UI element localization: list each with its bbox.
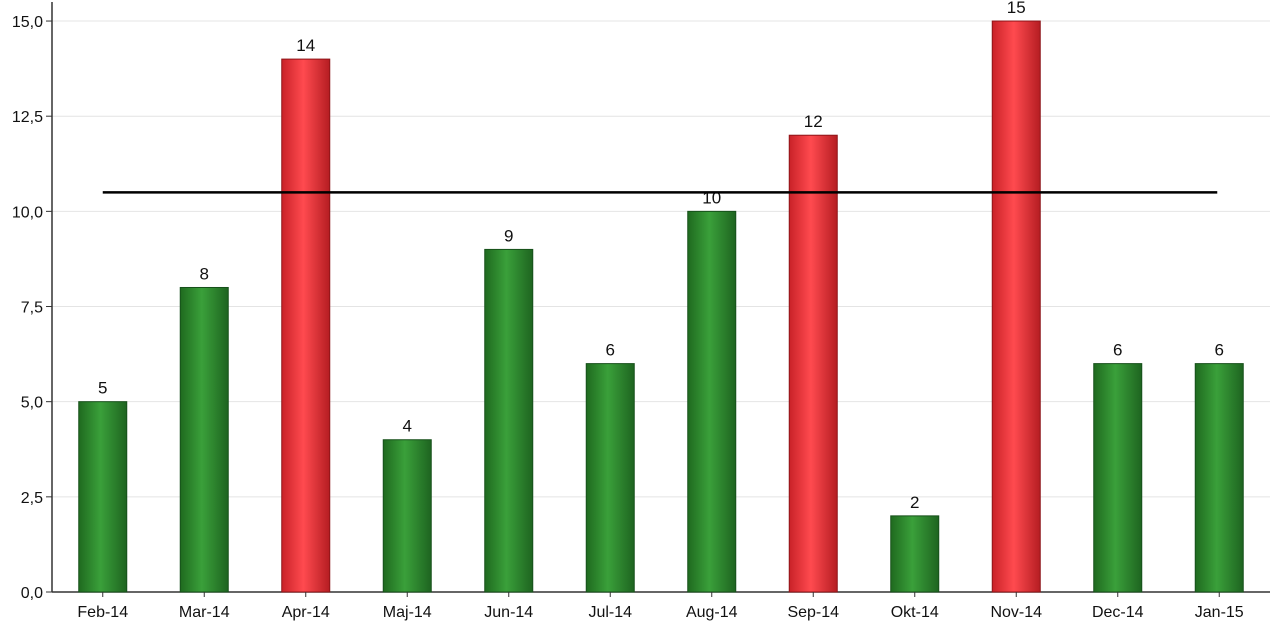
x-tick-label: Dec-14 xyxy=(1092,604,1144,621)
data-label: 6 xyxy=(606,341,615,360)
data-label: 6 xyxy=(1113,341,1122,360)
x-tick-label: Maj-14 xyxy=(383,604,432,621)
bar-okt-14 xyxy=(890,515,940,593)
data-label: 5 xyxy=(98,379,107,398)
bar-nov-14 xyxy=(991,20,1041,593)
data-label: 9 xyxy=(504,226,513,245)
data-label: 2 xyxy=(910,493,919,512)
x-tick-label: Okt-14 xyxy=(891,604,939,621)
bar-feb-14 xyxy=(78,401,128,593)
x-tick-label: Feb-14 xyxy=(77,604,128,621)
x-tick-label: Jan-15 xyxy=(1195,604,1244,621)
data-label: 12 xyxy=(804,112,823,131)
x-tick-label: Mar-14 xyxy=(179,604,230,621)
gridlines xyxy=(46,20,1270,593)
bar-sep-14 xyxy=(788,134,838,593)
bars xyxy=(78,20,1244,593)
x-tick-label: Sep-14 xyxy=(787,604,839,621)
x-tick-label: Jun-14 xyxy=(484,604,533,621)
y-tick-label: 7,5 xyxy=(21,300,43,317)
bar-aug-14 xyxy=(687,210,737,593)
y-tick-label: 15,0 xyxy=(12,14,43,31)
y-tick-label: 10,0 xyxy=(12,204,43,221)
data-label: 8 xyxy=(200,264,209,283)
bar-jul-14 xyxy=(585,363,635,593)
bar-dec-14 xyxy=(1093,363,1143,593)
axes xyxy=(51,2,1270,593)
y-tick-label: 12,5 xyxy=(12,109,43,126)
bar-mar-14 xyxy=(179,286,229,593)
data-label: 6 xyxy=(1215,341,1224,360)
x-tick-label: Aug-14 xyxy=(686,604,738,621)
x-tick-label: Jul-14 xyxy=(588,604,632,621)
y-tick-label: 0,0 xyxy=(21,585,43,602)
y-tick-label: 5,0 xyxy=(21,395,43,412)
x-tick-label: Nov-14 xyxy=(990,604,1042,621)
data-label: 15 xyxy=(1007,0,1026,17)
y-axis-tick-labels: 0,0 2,5 5,0 7,5 10,0 12,5 15,0 xyxy=(12,14,43,602)
x-axis-tick-labels: Feb-14 Mar-14 Apr-14 Maj-14 Jun-14 Jul-14 Aug-… xyxy=(77,592,1244,621)
bar-jun-14 xyxy=(484,248,534,593)
bar-jan-15 xyxy=(1194,363,1244,593)
y-tick-label: 2,5 xyxy=(21,490,43,507)
bar-maj-14 xyxy=(382,439,432,593)
data-label: 14 xyxy=(296,36,315,55)
data-label: 4 xyxy=(403,417,412,436)
bar-apr-14 xyxy=(281,58,331,593)
x-tick-label: Apr-14 xyxy=(282,604,330,621)
